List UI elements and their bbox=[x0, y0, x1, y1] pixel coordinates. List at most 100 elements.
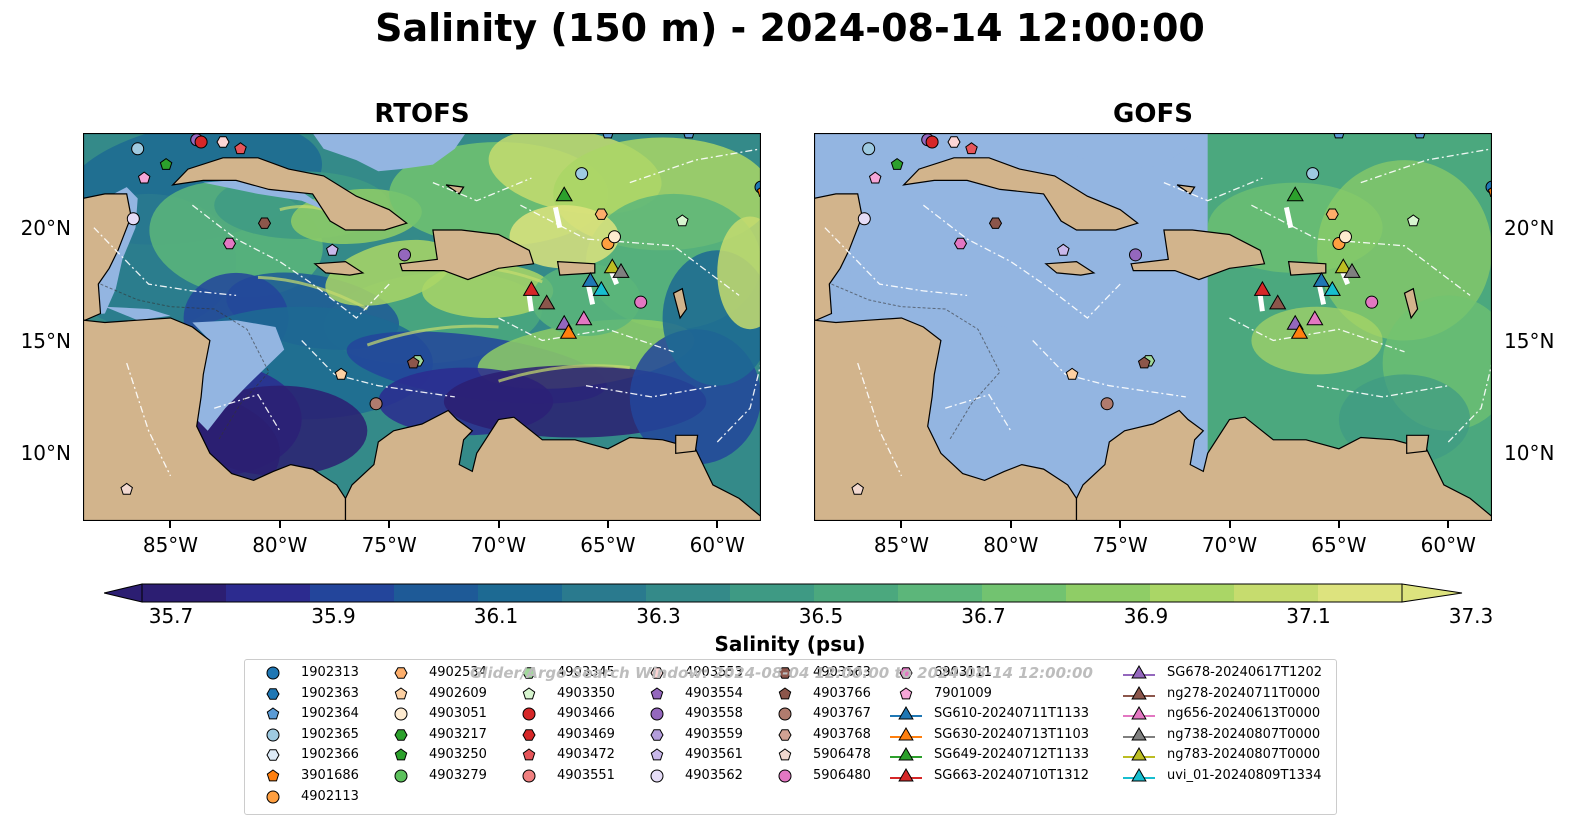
argo-float-marker bbox=[194, 135, 208, 149]
legend-label: ng656-20240613T0000 bbox=[1167, 706, 1321, 722]
argo-float-marker bbox=[953, 237, 968, 250]
legend-label: 4902609 bbox=[429, 685, 487, 701]
x-tick-label: 70°W bbox=[470, 533, 527, 557]
legend-marker-icon bbox=[1123, 706, 1155, 720]
legend-marker-icon bbox=[890, 726, 922, 741]
argo-float-marker bbox=[1325, 208, 1339, 220]
legend-label: 1902365 bbox=[301, 726, 359, 742]
glider-marker bbox=[575, 310, 593, 326]
colorbar-bin bbox=[646, 584, 731, 602]
argo-float-marker bbox=[1065, 367, 1079, 380]
argo-float-marker bbox=[676, 214, 689, 227]
colorbar-bin bbox=[1318, 584, 1403, 602]
legend-label: 4903217 bbox=[429, 726, 487, 742]
legend-label: 7901009 bbox=[934, 685, 992, 701]
panel-title-gofs: GOFS bbox=[1113, 99, 1193, 129]
colorbar-bin bbox=[1150, 584, 1235, 602]
colorbar-tick-label: 36.1 bbox=[473, 604, 519, 628]
x-tick-label: 80°W bbox=[252, 533, 308, 557]
legend-marker-icon bbox=[650, 769, 664, 783]
legend-label: 4902534 bbox=[429, 665, 487, 680]
x-tick-label: 85°W bbox=[142, 533, 199, 557]
legend-label: 4903768 bbox=[813, 726, 871, 742]
x-tick-mark bbox=[497, 521, 500, 528]
x-tick-mark bbox=[388, 521, 391, 528]
colorbar-bin bbox=[310, 584, 395, 602]
legend-marker-icon bbox=[266, 749, 280, 762]
colorbar-bin bbox=[562, 584, 647, 602]
legend-label: 4903766 bbox=[813, 685, 871, 701]
argo-float-marker bbox=[126, 212, 140, 226]
argo-float-marker bbox=[1407, 214, 1420, 227]
argo-float-marker bbox=[369, 397, 383, 411]
colorbar-bin bbox=[142, 584, 227, 602]
colorbar-tick-label: 35.9 bbox=[311, 604, 356, 628]
colorbar-bin bbox=[814, 584, 899, 602]
argo-float-marker bbox=[607, 230, 621, 244]
legend-marker-icon bbox=[394, 769, 408, 783]
legend: 1902313 1902363 1902364 1902365 1902366 39016… bbox=[244, 659, 1337, 815]
y-tick-label: 15°N bbox=[20, 328, 71, 353]
legend-marker-icon bbox=[1123, 726, 1155, 741]
legend-marker-icon bbox=[778, 707, 792, 721]
x-tick-mark bbox=[1447, 521, 1450, 528]
argo-float-marker bbox=[868, 171, 882, 184]
legend-marker-icon bbox=[650, 748, 664, 761]
legend-marker-icon bbox=[522, 748, 536, 761]
legend-label: uvi_01-20240809T1334 bbox=[1167, 768, 1322, 783]
colorbar-bin bbox=[730, 584, 815, 602]
glider-marker bbox=[555, 186, 573, 202]
colorbar-bin bbox=[478, 584, 563, 602]
x-tick-mark bbox=[1009, 521, 1012, 528]
glider-marker bbox=[1312, 271, 1331, 287]
legend-label: SG663-20240710T1312 bbox=[934, 768, 1090, 783]
argo-float-marker bbox=[602, 133, 614, 139]
legend-marker-icon bbox=[778, 748, 792, 761]
argo-float-marker bbox=[947, 136, 961, 148]
legend-label: 1902364 bbox=[301, 706, 359, 722]
legend-marker-icon bbox=[522, 729, 536, 741]
legend-label: 1902363 bbox=[301, 685, 359, 701]
argo-float-marker bbox=[925, 135, 939, 149]
colorbar-bin bbox=[1234, 584, 1319, 602]
x-tick-mark bbox=[606, 521, 609, 528]
colorbar bbox=[104, 583, 1463, 603]
x-tick-mark bbox=[1119, 521, 1122, 528]
legend-marker-icon bbox=[394, 667, 408, 679]
legend-marker-icon bbox=[1123, 747, 1155, 761]
colorbar-tick-label: 36.5 bbox=[798, 604, 844, 628]
legend-label: 6903111 bbox=[934, 665, 992, 680]
argo-float-marker bbox=[1100, 397, 1114, 411]
colorbar-bin bbox=[898, 584, 983, 602]
legend-marker-icon bbox=[650, 729, 664, 741]
legend-marker-icon bbox=[899, 686, 913, 699]
legend-marker-icon bbox=[650, 707, 664, 721]
x-tick-mark bbox=[278, 521, 281, 528]
argo-float-marker bbox=[965, 142, 978, 155]
legend-label: ng783-20240807T0000 bbox=[1167, 747, 1321, 763]
legend-marker-icon bbox=[266, 687, 280, 700]
x-tick-label: 75°W bbox=[1092, 533, 1148, 557]
glider-marker bbox=[1253, 280, 1271, 296]
x-tick-label: 85°W bbox=[873, 533, 930, 557]
colorbar-tick-label: 37.3 bbox=[1448, 604, 1494, 628]
glider-marker bbox=[581, 271, 600, 287]
legend-label: 4903250 bbox=[429, 747, 487, 763]
legend-label: 4903469 bbox=[557, 726, 615, 742]
legend-marker-icon bbox=[522, 707, 536, 721]
legend-label: 4903553 bbox=[685, 665, 743, 680]
colorbar-bin bbox=[226, 584, 311, 602]
gofs-map bbox=[814, 133, 1492, 521]
argo-float-marker bbox=[257, 217, 272, 229]
argo-float-marker bbox=[851, 482, 864, 495]
legend-marker-icon bbox=[899, 667, 913, 679]
colorbar-bin bbox=[1066, 584, 1151, 602]
y-tick-label: 20°N bbox=[20, 215, 71, 240]
figure-title: Salinity (150 m) - 2024-08-14 12:00:00 bbox=[375, 6, 1205, 50]
argo-float-marker bbox=[234, 142, 247, 155]
x-tick-mark bbox=[716, 521, 719, 528]
y-tick-label: 20°N bbox=[1504, 215, 1555, 240]
legend-label: 1902366 bbox=[301, 747, 359, 763]
legend-label: SG649-20240712T1133 bbox=[934, 747, 1090, 763]
glider-marker bbox=[559, 323, 578, 339]
